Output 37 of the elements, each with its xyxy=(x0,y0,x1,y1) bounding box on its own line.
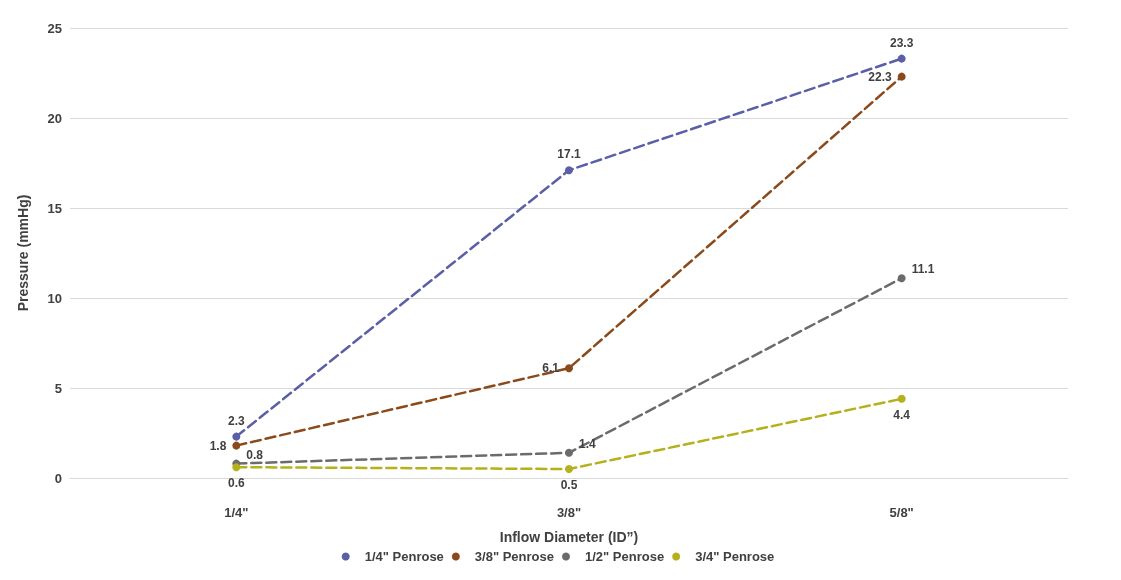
y-tick-label: 0 xyxy=(54,470,62,486)
y-tick-label: 25 xyxy=(47,20,62,36)
data-label: 4.4 xyxy=(893,407,911,422)
x-axis-title: Inflow Diameter (ID”) xyxy=(499,529,639,545)
point xyxy=(897,394,906,403)
point xyxy=(897,72,906,81)
legend-label: 3/8" Penrose xyxy=(474,549,555,564)
data-label: 6.1 xyxy=(542,361,560,376)
point xyxy=(565,166,573,175)
y-tick-label: 20 xyxy=(47,110,62,126)
point xyxy=(232,463,241,472)
legend-label: 3/4" Penrose xyxy=(695,549,775,564)
point xyxy=(232,432,241,441)
x-tick-label: 1/4" xyxy=(224,505,249,520)
point xyxy=(897,274,906,283)
point xyxy=(565,448,573,457)
y-axis-title: Pressure (mmHg) xyxy=(15,194,31,312)
y-tick-label: 10 xyxy=(47,290,62,306)
y-tick-label: 15 xyxy=(47,200,62,216)
x-tick-label: 5/8" xyxy=(889,505,914,520)
point xyxy=(565,465,573,473)
data-label: 0.8 xyxy=(246,447,264,462)
data-label: 0.5 xyxy=(560,478,578,492)
legend-label: 1/2" Penrose xyxy=(585,549,665,564)
data-label: 1.8 xyxy=(209,438,227,453)
point xyxy=(565,364,573,373)
data-label: 17.1 xyxy=(557,147,581,162)
data-label: 0.6 xyxy=(227,476,245,491)
point xyxy=(897,54,906,63)
data-label: 11.1 xyxy=(911,262,935,277)
point xyxy=(232,441,241,450)
data-label: 2.3 xyxy=(227,413,245,428)
legend-label: 1/4" Penrose xyxy=(364,549,444,564)
x-tick-label: 3/8" xyxy=(556,505,582,520)
data-label: 22.3 xyxy=(868,69,892,84)
y-tick-label: 5 xyxy=(54,380,62,396)
data-label: 23.3 xyxy=(889,35,914,50)
